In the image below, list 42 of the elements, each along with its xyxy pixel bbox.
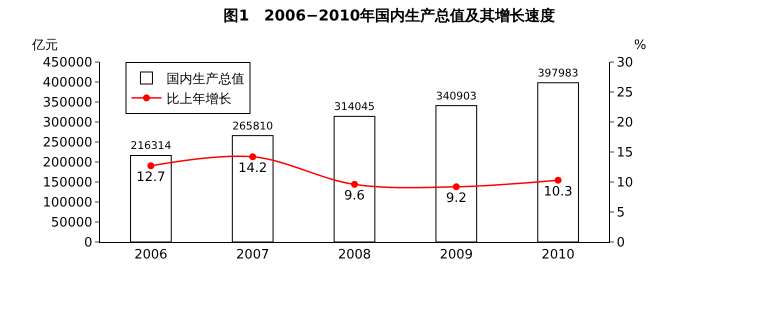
chart-title: 图1 2006−2010年国内生产总值及其增长速度 xyxy=(224,6,556,25)
x-tick-label: 2009 xyxy=(440,248,473,263)
point xyxy=(147,162,154,170)
x-tick-label: 2010 xyxy=(542,248,575,263)
y2-tick-label: 25 xyxy=(616,86,634,101)
data-label: 340903 xyxy=(436,89,477,102)
y2-axis-title: % xyxy=(634,38,646,53)
y2-tick-label: 20 xyxy=(616,116,634,131)
y-tick-label: 250000 xyxy=(42,136,92,151)
data-label: 10.3 xyxy=(544,184,573,200)
y2-tick-label: 10 xyxy=(616,176,634,191)
y-tick-label: 400000 xyxy=(42,76,92,91)
point xyxy=(554,176,562,184)
y2-tick-label: 0 xyxy=(616,236,625,251)
y-tick-label: 350000 xyxy=(42,96,92,111)
data-label: 9.6 xyxy=(344,188,365,204)
y-tick-label: 100000 xyxy=(42,196,92,211)
y-tick-label: 200000 xyxy=(42,156,92,171)
y2-tick-label: 5 xyxy=(616,206,625,221)
y-axis-title: 亿元 xyxy=(31,38,58,53)
y-tick-label: 300000 xyxy=(42,116,92,131)
data-label: 14.2 xyxy=(238,160,268,176)
x-tick-label: 2008 xyxy=(338,248,372,263)
y-tick-label: 50000 xyxy=(51,216,92,231)
y-tick-label: 150000 xyxy=(42,176,92,191)
point xyxy=(249,153,256,160)
legend-label: 比上年增长 xyxy=(166,92,232,107)
point xyxy=(351,180,358,188)
data-label: 9.2 xyxy=(446,190,467,206)
data-label: 12.7 xyxy=(136,170,166,185)
data-label: 265810 xyxy=(232,119,274,132)
data-label: 397983 xyxy=(538,66,578,80)
y-tick-label: 0 xyxy=(84,236,92,251)
y2-tick-label: 30 xyxy=(616,56,634,71)
data-label: 216314 xyxy=(130,139,172,152)
y2-tick-label: 15 xyxy=(616,146,634,161)
y-tick-label: 450000 xyxy=(42,56,92,71)
x-tick-label: 2006 xyxy=(134,248,168,263)
point xyxy=(452,183,460,190)
legend-label: 国内生产总值 xyxy=(166,72,244,88)
data-label: 314045 xyxy=(334,100,375,114)
x-tick-label: 2007 xyxy=(236,248,270,263)
